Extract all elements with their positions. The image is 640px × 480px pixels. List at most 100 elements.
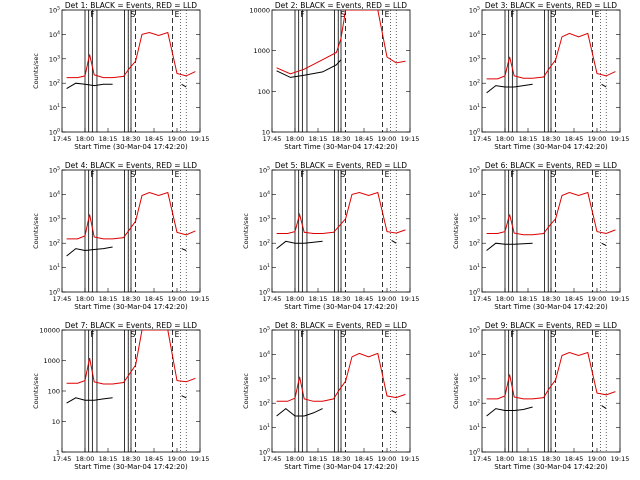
x-tick-label: 18:45 — [145, 455, 164, 463]
events-series-line — [276, 407, 397, 417]
y-tick-label: 100 — [259, 288, 270, 297]
y-tick-label: 104 — [49, 190, 60, 199]
y-tick-label: 103 — [259, 214, 270, 223]
x-tick-label: 19:15 — [191, 455, 210, 463]
y-tick-label: 100 — [469, 448, 480, 457]
x-axis-label: Start Time (30-Mar-04 17:42:20) — [284, 143, 398, 151]
x-tick-label: 19:00 — [588, 135, 607, 143]
y-tick-label: 105 — [469, 6, 480, 15]
x-tick-label: 18:30 — [542, 455, 561, 463]
lld-series-line — [276, 10, 406, 75]
panel-title: Det 3: BLACK = Events, RED = LLD — [485, 1, 617, 10]
lld-series-line — [486, 191, 616, 236]
x-tick-label: 18:45 — [355, 455, 374, 463]
x-tick-label: 17:45 — [263, 135, 282, 143]
x-tick-label: 19:00 — [588, 295, 607, 303]
lld-series-line — [66, 330, 196, 385]
y-tick-label: 101 — [469, 263, 480, 272]
y-tick-label: 1000 — [43, 357, 60, 365]
x-tick-label: 18:30 — [542, 135, 561, 143]
y-tick-label: 100 — [469, 288, 480, 297]
y-axis-label: Counts/sec — [452, 213, 460, 249]
panel-5: Det 5: BLACK = Events, RED = LLD 100 101 10… — [242, 161, 419, 311]
y-tick-label: 102 — [49, 239, 60, 248]
lld-series-line — [276, 191, 406, 234]
x-tick-label: 18:30 — [122, 295, 141, 303]
x-tick-label: 19:00 — [168, 295, 187, 303]
x-tick-label: 18:00 — [286, 295, 305, 303]
panel-3: Det 3: BLACK = Events, RED = LLD 100 101 10… — [469, 1, 630, 151]
events-series-line — [486, 242, 607, 251]
y-tick-label: 1000 — [253, 47, 270, 55]
events-series-line — [66, 246, 187, 257]
events-series-line — [276, 239, 397, 249]
x-axis-label: Start Time (30-Mar-04 17:42:20) — [284, 303, 398, 311]
events-series-line — [486, 405, 607, 417]
y-tick-label: 103 — [469, 214, 480, 223]
x-tick-label: 19:15 — [401, 135, 420, 143]
x-tick-label: 17:45 — [263, 295, 282, 303]
x-tick-label: 18:00 — [76, 295, 95, 303]
y-tick-label: 101 — [469, 103, 480, 112]
panel-2: Det 2: BLACK = Events, RED = LLD 10 100 100… — [249, 1, 419, 151]
panel-title: Det 2: BLACK = Events, RED = LLD — [275, 1, 407, 10]
panel-6: Det 6: BLACK = Events, RED = LLD 100 101 10… — [452, 161, 629, 311]
y-tick-label: 101 — [259, 423, 270, 432]
x-axis-label: Start Time (30-Mar-04 17:42:20) — [494, 303, 608, 311]
y-tick-label: 101 — [469, 423, 480, 432]
panel-title: Det 5: BLACK = Events, RED = LLD — [275, 161, 407, 170]
lld-series-line — [66, 191, 196, 240]
x-tick-label: 18:30 — [122, 135, 141, 143]
y-tick-label: 100 — [469, 128, 480, 137]
y-tick-label: 105 — [469, 166, 480, 175]
y-tick-label: 103 — [49, 54, 60, 63]
y-tick-label: 102 — [469, 79, 480, 88]
lld-series-line — [276, 352, 406, 402]
x-tick-label: 19:15 — [401, 455, 420, 463]
y-tick-label: 104 — [259, 350, 270, 359]
x-tick-label: 18:15 — [519, 295, 538, 303]
panel-7: Det 7: BLACK = Events, RED = LLD 1 10 100 10… — [32, 321, 209, 471]
x-tick-label: 18:45 — [565, 455, 584, 463]
y-tick-label: 104 — [259, 190, 270, 199]
x-tick-label: 18:00 — [286, 455, 305, 463]
x-tick-label: 19:15 — [191, 135, 210, 143]
x-tick-label: 18:30 — [542, 295, 561, 303]
x-tick-label: 18:30 — [332, 455, 351, 463]
y-tick-label: 105 — [469, 326, 480, 335]
x-axis-label: Start Time (30-Mar-04 17:42:20) — [74, 143, 188, 151]
panel-8: Det 8: BLACK = Events, RED = LLD 100 101 10… — [242, 321, 419, 471]
annotation-s: S — [130, 170, 135, 179]
x-tick-label: 18:15 — [99, 455, 118, 463]
y-tick-label: 10 — [262, 129, 270, 137]
x-axis-label: Start Time (30-Mar-04 17:42:20) — [284, 463, 398, 471]
x-tick-label: 17:45 — [53, 135, 72, 143]
x-tick-label: 17:45 — [473, 135, 492, 143]
x-tick-label: 19:15 — [611, 295, 630, 303]
annotation-f: F — [90, 170, 94, 179]
events-series-line — [66, 82, 187, 90]
annotation-s: S — [340, 10, 345, 19]
x-tick-label: 18:15 — [309, 455, 328, 463]
annotation-f: F — [300, 170, 304, 179]
panel-title: Det 7: BLACK = Events, RED = LLD — [65, 321, 197, 330]
x-tick-label: 18:00 — [496, 135, 515, 143]
y-tick-label: 102 — [469, 399, 480, 408]
x-tick-label: 17:45 — [53, 455, 72, 463]
x-tick-label: 19:00 — [168, 455, 187, 463]
y-tick-label: 105 — [259, 326, 270, 335]
annotation-s: S — [130, 330, 135, 339]
x-tick-label: 19:00 — [378, 455, 397, 463]
annotation-e: E — [595, 330, 600, 339]
y-tick-label: 105 — [259, 166, 270, 175]
annotation-s: S — [550, 330, 555, 339]
y-tick-label: 102 — [469, 239, 480, 248]
annotation-e: E — [595, 10, 600, 19]
x-tick-label: 17:45 — [263, 455, 282, 463]
y-tick-label: 100 — [259, 448, 270, 457]
x-tick-label: 19:00 — [378, 135, 397, 143]
y-axis-label: Counts/sec — [32, 213, 40, 249]
x-tick-label: 18:15 — [99, 135, 118, 143]
annotation-e: E — [175, 10, 180, 19]
